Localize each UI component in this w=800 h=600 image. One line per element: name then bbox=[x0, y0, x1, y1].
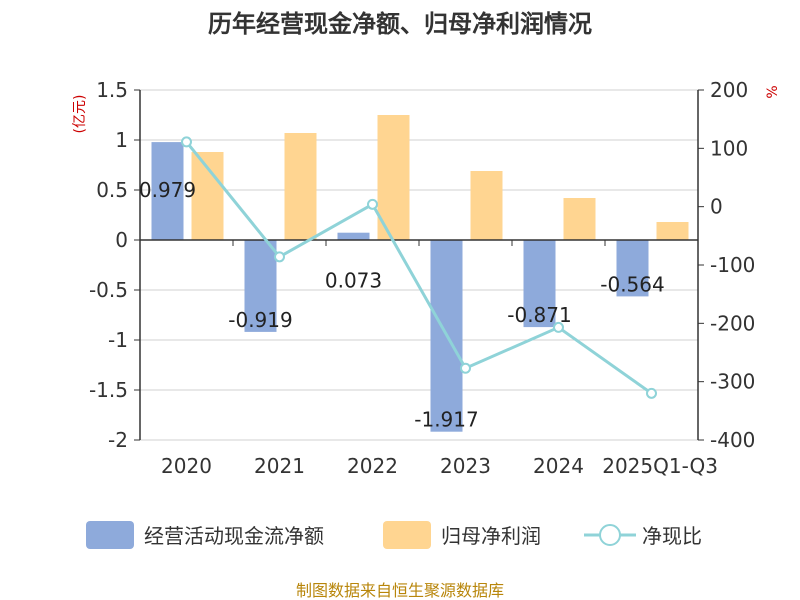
left-axis-unit: (亿元) bbox=[72, 95, 88, 134]
chart-title: 历年经营现金净额、归母净利润情况 bbox=[208, 10, 592, 38]
bar-cashflow bbox=[244, 240, 277, 332]
x-tick-label: 2020 bbox=[161, 454, 212, 478]
data-label-cashflow: -0.919 bbox=[228, 308, 292, 332]
data-label-cashflow: 0.073 bbox=[325, 269, 382, 293]
legend-label-netprofit: 归母净利润 bbox=[441, 524, 541, 548]
data-label-cashflow: 0.979 bbox=[139, 178, 196, 202]
right-axis-ticks: 200 100 0 -100 -200 -300 -400 bbox=[698, 78, 755, 452]
x-tick-label: 2022 bbox=[347, 454, 398, 478]
right-tick-label: 200 bbox=[710, 78, 748, 102]
legend-swatch-netprofit bbox=[383, 521, 431, 549]
right-axis-unit: % bbox=[765, 85, 781, 98]
data-label-cashflow: -0.871 bbox=[507, 303, 571, 327]
ratio-marker bbox=[274, 251, 285, 263]
data-label-cashflow: -0.564 bbox=[600, 272, 664, 296]
axes bbox=[139, 90, 699, 440]
left-tick-label: -1 bbox=[108, 328, 128, 352]
bar-netprofit bbox=[470, 171, 503, 240]
series-ratio-line bbox=[181, 136, 657, 399]
data-labels: 0.979 -0.919 0.073 -1.917 -0.871 -0.564 bbox=[139, 178, 665, 432]
bar-cashflow bbox=[616, 240, 649, 297]
bar-cashflow bbox=[151, 142, 184, 240]
bar-netprofit bbox=[563, 198, 596, 240]
left-tick-label: 0 bbox=[115, 228, 128, 252]
right-tick-label: -100 bbox=[710, 253, 755, 277]
ratio-marker bbox=[367, 198, 378, 210]
bar-netprofit bbox=[284, 133, 317, 240]
right-tick-label: -300 bbox=[710, 370, 755, 394]
bar-cashflow bbox=[337, 232, 370, 240]
x-tick-label: 2025Q1-Q3 bbox=[602, 454, 718, 478]
ratio-marker bbox=[553, 321, 564, 333]
legend-swatch-cashflow bbox=[86, 521, 134, 549]
left-tick-label: 0.5 bbox=[96, 178, 128, 202]
x-tick-label: 2021 bbox=[254, 454, 305, 478]
left-tick-label: 1.5 bbox=[96, 78, 128, 102]
ratio-marker bbox=[646, 387, 657, 399]
series-netprofit-bars bbox=[191, 115, 689, 240]
ratio-marker bbox=[460, 362, 471, 374]
left-tick-label: -1.5 bbox=[89, 378, 128, 402]
left-tick-label: 1 bbox=[115, 128, 128, 152]
gridlines bbox=[140, 89, 698, 441]
source-note: 制图数据来自恒生聚源数据库 bbox=[296, 581, 504, 600]
bar-netprofit bbox=[656, 222, 689, 240]
left-axis-ticks: 1.5 1 0.5 0 -0.5 -1 -1.5 -2 bbox=[89, 78, 140, 452]
right-tick-label: 0 bbox=[710, 195, 723, 219]
bar-cashflow bbox=[523, 240, 556, 328]
data-label-cashflow: -1.917 bbox=[414, 408, 478, 432]
legend: 经营活动现金流净额 归母净利润 净现比 bbox=[86, 521, 702, 549]
legend-label-cashflow: 经营活动现金流净额 bbox=[144, 524, 324, 548]
ratio-line bbox=[185, 140, 653, 395]
x-tick-label: 2023 bbox=[440, 454, 491, 478]
x-tick-label: 2024 bbox=[533, 454, 584, 478]
right-tick-label: -400 bbox=[710, 428, 755, 452]
right-tick-label: -200 bbox=[710, 311, 755, 335]
ratio-marker bbox=[181, 136, 192, 148]
left-tick-label: -2 bbox=[108, 428, 128, 452]
x-axis-ticks: 2020 2021 2022 2023 2024 2025Q1-Q3 bbox=[161, 454, 718, 478]
legend-label-ratio: 净现比 bbox=[642, 524, 702, 548]
bar-netprofit bbox=[377, 115, 410, 240]
legend-marker-ratio bbox=[599, 524, 621, 546]
series-cashflow-bars bbox=[151, 142, 649, 432]
bar-netprofit bbox=[191, 152, 224, 240]
left-tick-label: -0.5 bbox=[89, 278, 128, 302]
right-tick-label: 100 bbox=[710, 136, 748, 160]
